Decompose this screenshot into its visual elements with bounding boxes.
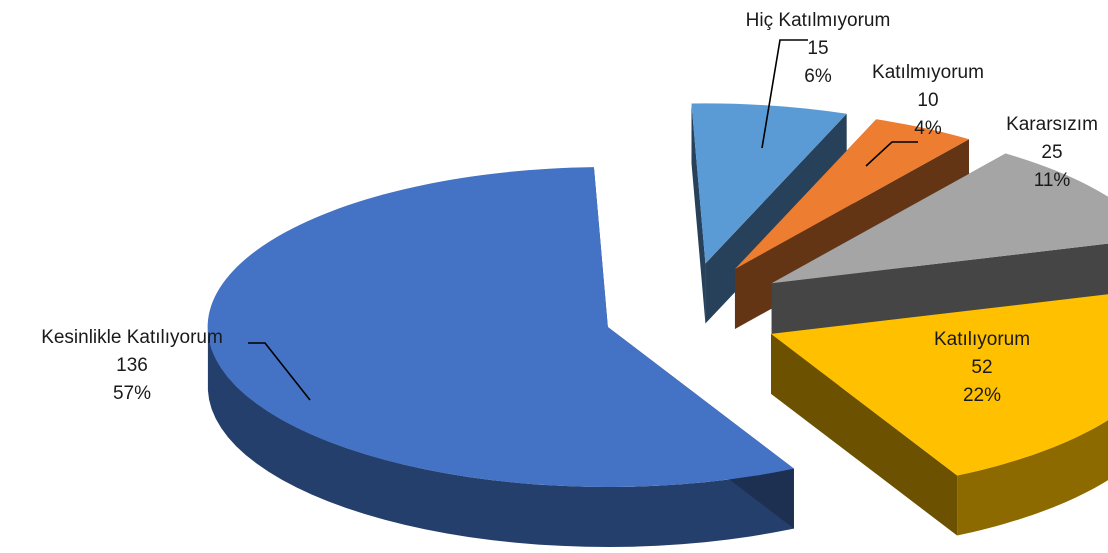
slice-0 [691,103,847,264]
leader-line-1 [865,141,918,167]
data-label-0-name: Hiç Katılmıyorum [746,10,891,31]
data-label-3-value: 52 [971,357,992,378]
slice-side-3 [957,420,1108,536]
data-label-2-percent: 11% [1034,170,1071,191]
slice-2 [771,153,1108,284]
leader-line-0 [761,39,808,149]
data-label-4-percent: 57% [113,383,151,404]
data-label-1-percent: 4% [914,118,942,139]
data-label-0-percent: 6% [804,66,832,87]
slice-4 [207,167,794,488]
data-label-3-percent: 22% [963,385,1001,406]
data-label-2-name: Kararsızım [1006,114,1098,135]
slice-1 [735,119,969,269]
slice-side-4 [207,330,794,547]
data-label-1-name: Katılmıyorum [872,62,984,83]
data-labels: Hiç Katılmıyorum 15 6% Katılmıyorum 10 4% Kara… [41,10,1098,406]
data-label-2-value: 25 [1041,142,1062,163]
slice-3 [771,294,1108,476]
data-label-0-value: 15 [807,38,828,59]
leader-line-4 [248,342,311,401]
data-label-1-value: 10 [917,90,938,111]
leader-lines [248,39,918,401]
data-label-4-value: 136 [116,355,148,376]
slice-cut-2-1 [771,243,1108,344]
slice-tops [207,103,1108,488]
data-label-3-name: Katılıyorum [934,329,1030,350]
data-label-4-name: Kesinlikle Katılıyorum [41,327,223,348]
slice-cut-3-1 [771,333,958,536]
slice-cut-0-0 [691,103,706,324]
